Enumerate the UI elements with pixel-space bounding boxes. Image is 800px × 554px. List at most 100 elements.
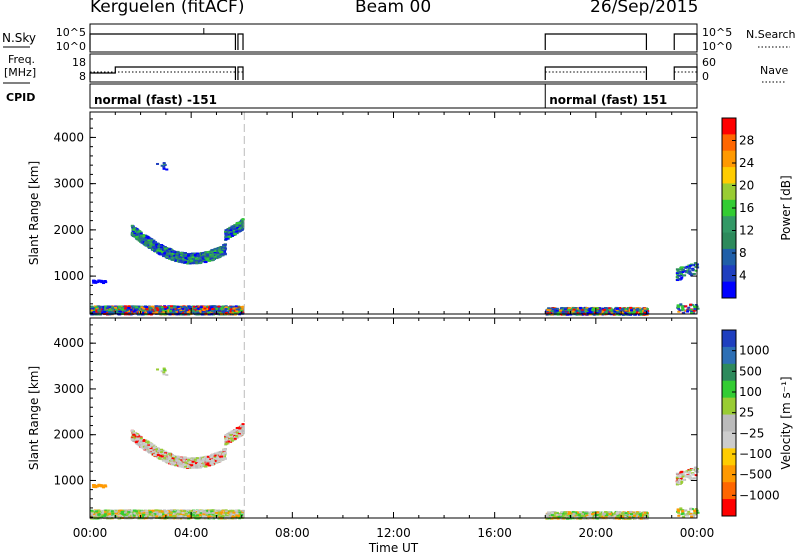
echo-cell [209,253,213,256]
echo-cell [602,308,606,311]
echo-cell [146,235,150,238]
echo-cell [150,310,154,313]
echo-cell [158,305,162,308]
echo-cell [639,310,643,313]
echo-cell [132,306,136,309]
echo-cell [229,310,233,313]
echo-cell [595,310,599,313]
echo-cell [203,306,207,309]
echo-cell [176,308,180,311]
echo-cell [227,235,231,238]
echo-cell [162,165,166,168]
echo-cell [172,254,176,257]
echo-cell [564,307,568,310]
echo-cell [240,306,244,309]
echo-cell [690,304,694,307]
echo-cell [591,311,595,314]
freq-trace [673,66,698,80]
echo-cell [218,248,222,251]
echo-cell [571,310,575,313]
echo-cell [186,306,190,309]
echo-cell [694,269,698,272]
echo-cell [139,237,143,240]
echo-cell [241,305,245,308]
echo-cell [159,246,163,249]
echo-cell [601,309,605,312]
echo-cell [133,230,137,233]
echo-cell [233,224,237,227]
echo-cell [142,235,146,238]
echo-cell [687,306,691,309]
echo-cell [562,310,566,313]
echo-cell [154,249,158,252]
echo-cell [150,238,154,241]
echo-cell [231,305,235,308]
nsky-trace [544,33,648,50]
echo-cell [234,305,238,308]
echo-cell [224,306,228,309]
echo-cell [685,265,689,268]
echo-cell [130,233,134,236]
echo-cell [233,310,237,313]
nave-label: Nave [760,64,788,77]
echo-cell [241,223,245,226]
echo-cell [104,305,108,308]
echo-cell [557,311,561,314]
echo-cell [210,251,214,254]
echo-cell [589,311,593,314]
echo-cell [213,251,217,254]
cpid-segment-label: normal (fast) -151 [94,93,217,107]
echo-cell [134,236,138,239]
echo-cell [145,306,149,309]
echo-cell [586,311,590,314]
echo-cell [219,308,223,311]
echo-cell [240,308,244,311]
echo-cell [645,311,649,314]
echo-cell [144,237,148,240]
echo-cell [241,218,245,221]
echo-cell [682,266,686,269]
echo-cell [198,258,202,261]
echo-cell [133,232,137,235]
echo-cell [230,225,234,228]
echo-cell [192,516,196,519]
nsky-trace [237,33,244,50]
echo-cell [240,228,244,231]
echo-cell [681,306,685,309]
echo-cell [91,308,95,311]
echo-cell [676,304,680,307]
echo-cell [555,308,559,311]
echo-cell [685,270,689,273]
echo-cell [605,307,609,310]
echo-cell [627,307,631,310]
echo-cell [628,313,632,316]
echo-cell [214,308,218,311]
echo-cell [131,229,135,232]
echo-cell [225,237,229,240]
echo-cell [184,312,188,315]
echo-cell [152,242,156,245]
echo-cell [139,235,143,238]
echo-cell [637,311,641,314]
echo-cell [547,307,551,310]
echo-cell [226,228,230,231]
echo-cell [634,313,638,316]
echo-cell [572,308,576,311]
echo-cell [194,257,198,260]
echo-cell [571,307,575,310]
echo-cell [615,307,619,310]
echo-cell [190,262,194,265]
echo-cell [208,259,212,262]
echo-cell [178,312,182,315]
echo-cell [610,309,614,312]
echo-cell [173,259,177,262]
echo-cell [167,306,171,309]
echo-cell [208,256,212,259]
echo-cell [132,310,136,313]
echo-cell [162,311,166,314]
echo-cell [694,265,698,268]
echo-cell [132,305,136,308]
echo-cell [218,246,222,249]
echo-cell [156,244,160,247]
echo-cell [638,309,642,312]
